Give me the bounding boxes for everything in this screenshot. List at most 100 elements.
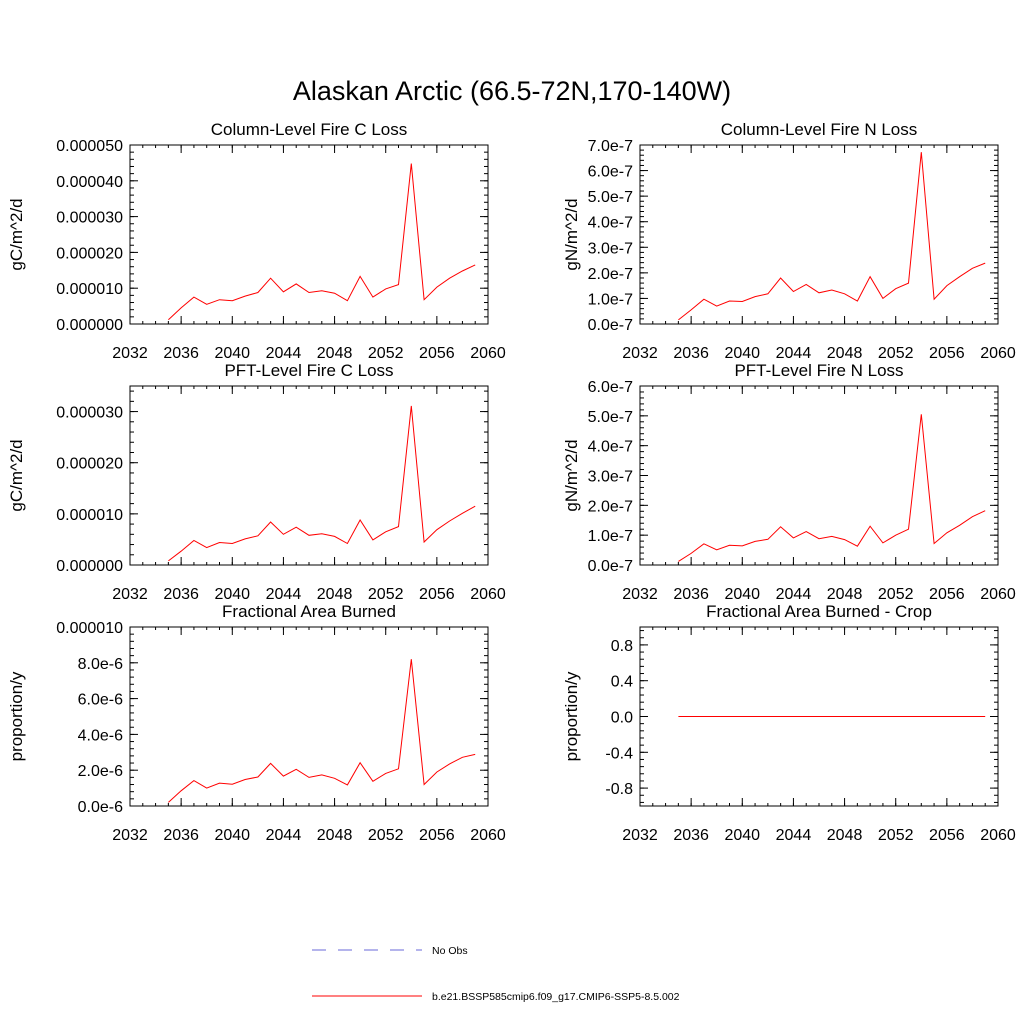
y-tick-label: 8.0e-6 <box>78 656 123 673</box>
x-tick-label: 2048 <box>317 827 353 844</box>
x-tick-label: 2032 <box>622 586 658 603</box>
panels-layer: 2032 2036 2040 2044 2048 2052 2056 2060 0.000000… <box>7 120 1016 844</box>
panel-title: PFT-Level Fire N Loss <box>734 361 903 380</box>
chart-panel-pft-level-fire-n-loss: 2032 2036 2040 2044 2048 2052 2056 2060 0.0e-7 1.… <box>562 361 1016 603</box>
x-tick-label: 2056 <box>419 586 455 603</box>
y-tick-label: 7.0e-7 <box>588 138 633 155</box>
chart-panel-column-level-fire-n-loss: 2032 2036 2040 2044 2048 2052 2056 2060 0.0e-7 1.… <box>562 120 1016 362</box>
x-tick-label: 2036 <box>673 586 709 603</box>
series-line <box>168 659 476 803</box>
x-tick-label: 2044 <box>266 586 302 603</box>
y-tick-label: 0.000000 <box>56 317 123 334</box>
series-line <box>678 152 986 321</box>
x-tick-label: 2040 <box>214 827 250 844</box>
x-tick-label: 2040 <box>214 345 250 362</box>
y-tick-label: 1.0e-7 <box>588 291 633 308</box>
x-tick-label: 2052 <box>368 345 404 362</box>
series-line <box>678 414 986 562</box>
y-tick-label: 0.000030 <box>56 210 123 227</box>
y-tick-label: 6.0e-7 <box>588 379 633 396</box>
chart-panel-fractional-area-burned-crop: 2032 2036 2040 2044 2048 2052 2056 2060 -0.8 -0.4… <box>562 602 1016 844</box>
x-tick-label: 2048 <box>827 345 863 362</box>
y-tick-label: 3.0e-7 <box>588 240 633 257</box>
panel-title: Fractional Area Burned - Crop <box>706 602 932 621</box>
figure-title: Alaskan Arctic (66.5-72N,170-140W) <box>293 76 731 106</box>
x-tick-label: 2036 <box>673 827 709 844</box>
x-tick-label: 2044 <box>266 345 302 362</box>
x-tick-label: 2048 <box>827 586 863 603</box>
y-tick-label: 0.0e-7 <box>588 558 633 575</box>
y-tick-label: 0.4 <box>611 674 633 691</box>
x-tick-label: 2060 <box>980 345 1016 362</box>
legend-label-model-run: b.e21.BSSP585cmip6.f09_g17.CMIP6-SSP5-8.… <box>432 991 680 1003</box>
x-tick-label: 2052 <box>368 586 404 603</box>
x-tick-label: 2056 <box>929 827 965 844</box>
y-tick-label: 0.000010 <box>56 507 123 524</box>
y-tick-label: 5.0e-7 <box>588 409 633 426</box>
x-tick-label: 2060 <box>470 586 506 603</box>
x-tick-label: 2032 <box>622 827 658 844</box>
x-tick-label: 2044 <box>776 345 812 362</box>
x-tick-label: 2044 <box>776 827 812 844</box>
series-line <box>168 405 476 562</box>
x-tick-label: 2032 <box>622 345 658 362</box>
y-tick-label: 0.000010 <box>56 620 123 637</box>
x-tick-label: 2056 <box>419 827 455 844</box>
x-tick-label: 2032 <box>112 586 148 603</box>
panel-title: Column-Level Fire N Loss <box>721 120 918 139</box>
chart-panel-column-level-fire-c-loss: 2032 2036 2040 2044 2048 2052 2056 2060 0.000000… <box>7 120 506 362</box>
y-axis-label: gC/m^2/d <box>7 198 26 270</box>
y-tick-label: 0.000020 <box>56 456 123 473</box>
x-tick-label: 2056 <box>419 345 455 362</box>
chart-panel-pft-level-fire-c-loss: 2032 2036 2040 2044 2048 2052 2056 2060 0.000000… <box>7 361 506 603</box>
legend: No Obs b.e21.BSSP585cmip6.f09_g17.CMIP6-… <box>312 945 680 1003</box>
y-tick-label: 2.0e-6 <box>78 763 123 780</box>
y-tick-label: 0.000050 <box>56 138 123 155</box>
x-tick-label: 2056 <box>929 586 965 603</box>
y-tick-label: -0.4 <box>605 745 633 762</box>
chart-panel-fractional-area-burned: 2032 2036 2040 2044 2048 2052 2056 2060 0.0e-6 2.… <box>7 602 506 844</box>
y-tick-label: 0.000010 <box>56 281 123 298</box>
x-tick-label: 2052 <box>878 827 914 844</box>
x-tick-label: 2044 <box>266 827 302 844</box>
x-tick-label: 2036 <box>163 586 199 603</box>
y-axis-label: gN/m^2/d <box>562 198 581 270</box>
y-tick-label: 6.0e-7 <box>588 164 633 181</box>
series-line <box>168 163 476 321</box>
x-tick-label: 2040 <box>214 586 250 603</box>
x-tick-label: 2040 <box>724 586 760 603</box>
y-axis-label: proportion/y <box>562 671 581 761</box>
plot-frame <box>639 144 999 325</box>
plot-frame <box>129 385 489 566</box>
x-tick-label: 2040 <box>724 345 760 362</box>
x-tick-label: 2032 <box>112 827 148 844</box>
y-tick-label: 5.0e-7 <box>588 189 633 206</box>
plot-frame <box>129 144 489 325</box>
plot-frame <box>129 626 489 807</box>
y-tick-label: 0.000020 <box>56 245 123 262</box>
y-axis-label: gN/m^2/d <box>562 439 581 511</box>
y-tick-label: 0.0 <box>611 710 633 727</box>
x-tick-label: 2060 <box>470 827 506 844</box>
y-tick-label: 3.0e-7 <box>588 469 633 486</box>
y-tick-label: 0.0e-7 <box>588 317 633 334</box>
y-axis-label: proportion/y <box>7 671 26 761</box>
x-tick-label: 2052 <box>878 345 914 362</box>
y-tick-label: 4.0e-7 <box>588 439 633 456</box>
panel-title: Fractional Area Burned <box>222 602 396 621</box>
y-tick-label: 6.0e-6 <box>78 692 123 709</box>
x-tick-label: 2060 <box>470 345 506 362</box>
panel-title: Column-Level Fire C Loss <box>211 120 408 139</box>
x-tick-label: 2032 <box>112 345 148 362</box>
x-tick-label: 2048 <box>317 345 353 362</box>
y-axis-label: gC/m^2/d <box>7 439 26 511</box>
y-tick-label: 4.0e-7 <box>588 215 633 232</box>
x-tick-label: 2040 <box>724 827 760 844</box>
y-tick-label: 2.0e-7 <box>588 498 633 515</box>
x-tick-label: 2056 <box>929 345 965 362</box>
y-tick-label: 1.0e-7 <box>588 528 633 545</box>
x-tick-label: 2052 <box>368 827 404 844</box>
legend-label-no-obs: No Obs <box>432 945 468 957</box>
x-tick-label: 2052 <box>878 586 914 603</box>
